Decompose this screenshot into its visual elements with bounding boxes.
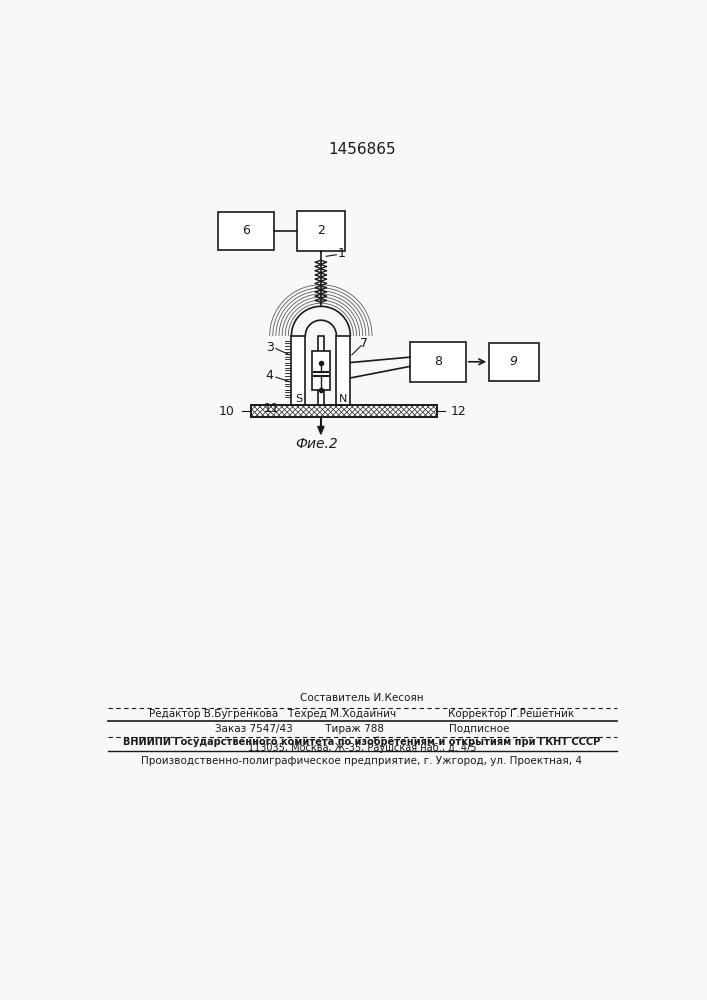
Text: 4: 4	[266, 369, 274, 382]
Text: 10: 10	[218, 405, 234, 418]
Text: S: S	[295, 394, 302, 404]
Text: 1456865: 1456865	[328, 142, 396, 157]
Bar	[410, 342, 466, 382]
Text: 12: 12	[451, 405, 467, 418]
Text: Фие.2: Фие.2	[296, 437, 339, 451]
Text: N: N	[339, 394, 348, 404]
Text: Производственно-полиграфическое предприятие, г. Ужгород, ул. Проектная, 4: Производственно-полиграфическое предприя…	[141, 756, 583, 766]
Polygon shape	[317, 426, 324, 434]
Text: 113035, Москва, Ж-35, Раушская наб., д. 4/5: 113035, Москва, Ж-35, Раушская наб., д. …	[247, 743, 477, 753]
Text: 2: 2	[317, 224, 325, 237]
Text: 3: 3	[266, 341, 274, 354]
Bar	[312, 351, 330, 389]
Bar	[489, 343, 539, 381]
Bar	[337, 336, 351, 405]
Bar	[297, 211, 345, 251]
Bar	[291, 336, 305, 405]
Text: 8: 8	[434, 355, 442, 368]
Bar	[317, 336, 324, 405]
Text: 6: 6	[242, 224, 250, 237]
Text: 9: 9	[510, 355, 518, 368]
Text: 11: 11	[264, 402, 280, 415]
Text: 7: 7	[361, 337, 368, 350]
Bar	[251, 405, 437, 417]
Bar	[218, 212, 274, 250]
Text: Составитель И.Кесоян: Составитель И.Кесоян	[300, 693, 423, 703]
Text: Заказ 7547/43          Тираж 788                    Подписное: Заказ 7547/43 Тираж 788 Подписное	[215, 724, 509, 734]
Text: ВНИИПИ Государственного комитета по изобретениям и открытиям при ГКНТ СССР: ВНИИПИ Государственного комитета по изоб…	[123, 736, 600, 747]
Text: Редактор В.Бугренкова   Техред М.Ходаи́нич                Корректор Г.Решетник: Редактор В.Бугренкова Техред М.Ходаи́нич…	[149, 708, 575, 719]
Text: 1: 1	[338, 247, 346, 260]
Bar	[251, 405, 437, 417]
